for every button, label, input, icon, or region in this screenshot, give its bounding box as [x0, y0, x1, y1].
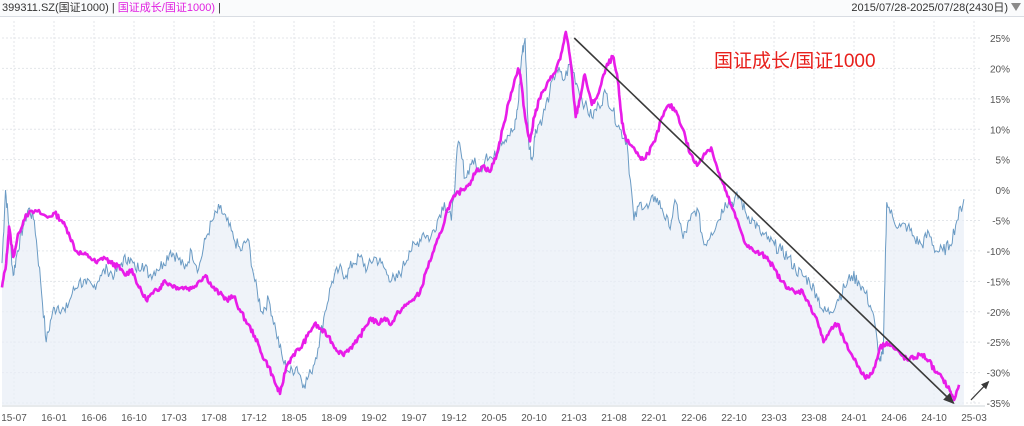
trend-arrow-layer [573, 37, 990, 405]
x-tick-label: 25-03 [961, 413, 987, 424]
y-tick-label: -35% [987, 399, 1010, 410]
axis-layer: 25% 20% 15% 10% 5% 0% -5% -10% -15% -20% -25% -30% -… [1, 34, 1010, 424]
x-tick-label: 17-08 [201, 413, 227, 424]
y-tick-label: 20% [990, 64, 1010, 75]
y-tick-label: -25% [987, 338, 1010, 349]
x-tick-label: 19-12 [441, 413, 467, 424]
index-series-line [1, 37, 965, 389]
ratio-series-label[interactable]: 国证成长/国证1000) [117, 2, 215, 14]
x-tick-label: 21-08 [601, 413, 627, 424]
index-code-label[interactable]: 399311.SZ(国证1000) [2, 2, 109, 14]
ratio-series-line [0, 30, 961, 402]
y-tick-label: -5% [992, 217, 1010, 228]
y-tick-label: 15% [990, 95, 1010, 106]
x-tick-label: 22-10 [721, 413, 747, 424]
series-layer [0, 30, 965, 405]
y-tick-label: -15% [987, 277, 1010, 288]
x-tick-label: 17-03 [161, 413, 187, 424]
x-tick-label: 19-07 [401, 413, 427, 424]
trend-arrow [573, 37, 955, 405]
x-tick-label: 19-02 [361, 413, 387, 424]
y-tick-label: 0% [996, 186, 1011, 197]
x-tick-label: 23-03 [761, 413, 787, 424]
x-tick-label: 24-06 [881, 413, 907, 424]
y-tick-label: 5% [996, 156, 1011, 167]
chart-annotation: 国证成长/国证1000 [714, 51, 876, 72]
trend-arrow [970, 380, 990, 401]
date-range-label[interactable]: 2015/07/28-2025/07/28(2430日) [851, 2, 1008, 14]
x-tick-label: 16-10 [121, 413, 147, 424]
x-tick-label: 15-07 [1, 413, 27, 424]
x-tick-label: 17-12 [241, 413, 267, 424]
x-tick-label: 16-06 [81, 413, 107, 424]
x-tick-label: 18-05 [281, 413, 307, 424]
y-tick-label: 10% [990, 125, 1010, 136]
dropdown-triangle-icon[interactable] [1011, 3, 1021, 11]
x-tick-label: 22-01 [641, 413, 667, 424]
x-tick-label: 16-01 [41, 413, 67, 424]
x-tick-label: 21-03 [561, 413, 587, 424]
chart-header: 399311.SZ(国证1000) | 国证成长/国证1000) | 2015/… [0, 0, 1024, 17]
y-tick-label: -10% [987, 247, 1010, 258]
header-separator: | [218, 2, 221, 14]
y-tick-label: 25% [990, 34, 1010, 45]
y-tick-label: -30% [987, 369, 1010, 380]
index-series-area [2, 38, 964, 405]
x-tick-label: 20-05 [481, 413, 507, 424]
header-separator: | [111, 2, 115, 14]
x-tick-label: 24-01 [841, 413, 867, 424]
x-tick-label: 18-09 [321, 413, 347, 424]
x-tick-label: 20-10 [521, 413, 547, 424]
line-chart: 25% 20% 15% 10% 5% 0% -5% -10% -15% -20% -25% -30% -… [0, 21, 1010, 424]
x-tick-label: 23-08 [801, 413, 827, 424]
x-tick-label: 24-10 [921, 413, 947, 424]
y-tick-label: -20% [987, 308, 1010, 319]
x-tick-label: 22-06 [681, 413, 707, 424]
header-legend: 399311.SZ(国证1000) | 国证成长/国证1000) | [2, 2, 221, 14]
